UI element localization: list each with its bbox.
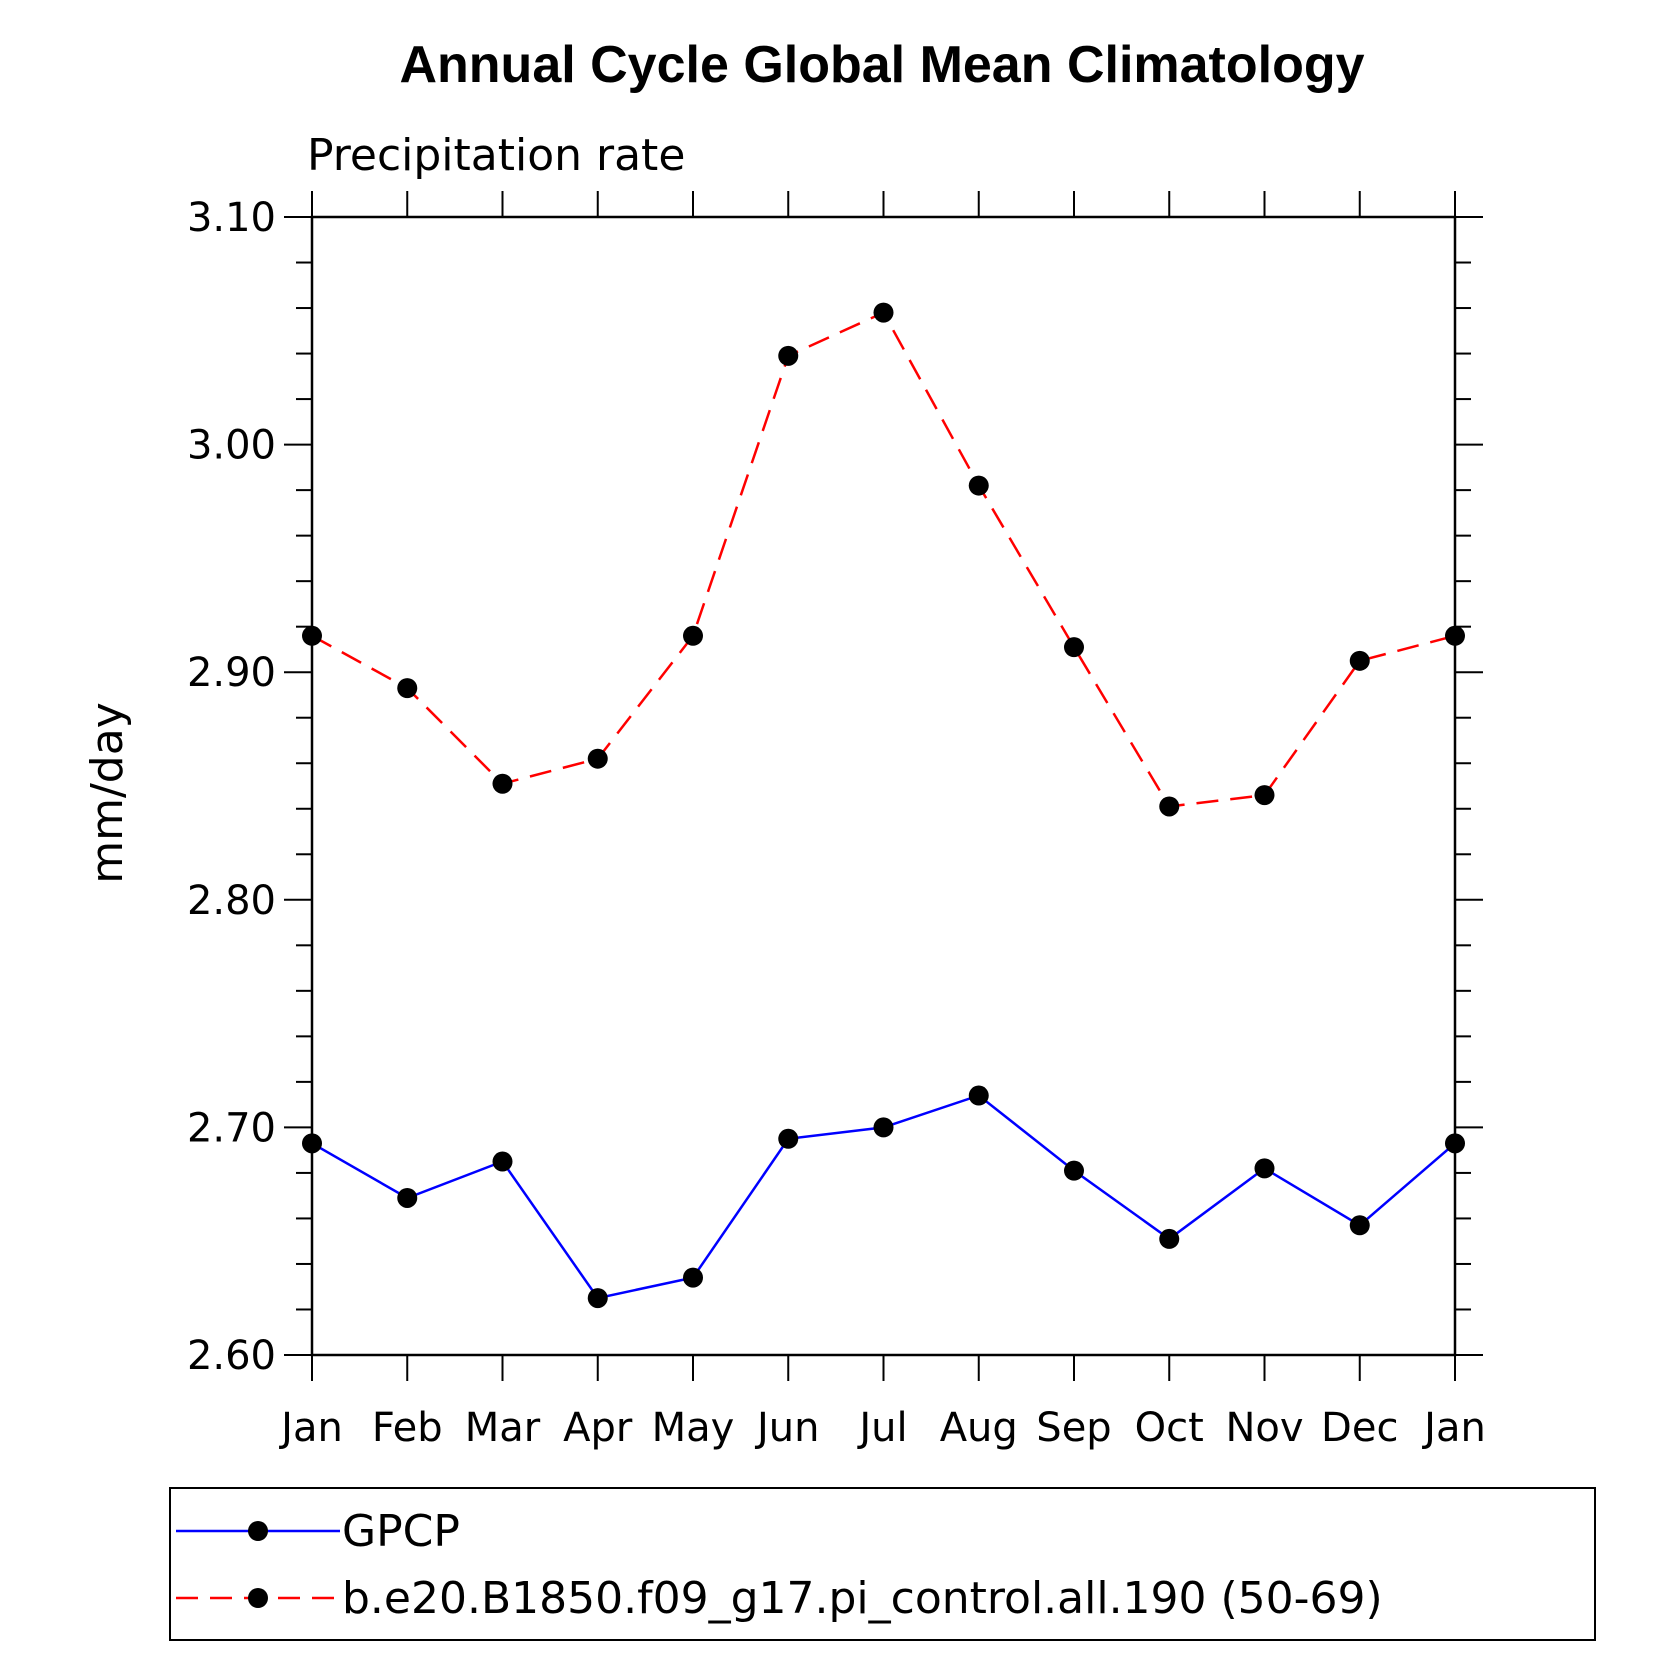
y-tick-label: 2.70 <box>187 1105 276 1151</box>
data-point-series-0 <box>492 1151 513 1172</box>
series-line-1 <box>311 310 1456 808</box>
x-tick-label: Sep <box>1036 1405 1111 1451</box>
data-point-series-0 <box>397 1187 418 1208</box>
legend-label-control: b.e20.B1850.f09_g17.pi_control.all.190 (… <box>342 1573 1383 1624</box>
data-point-series-0 <box>1064 1160 1084 1181</box>
legend-label-gpcp: GPCP <box>342 1506 460 1557</box>
x-tick-label: Jun <box>754 1405 820 1451</box>
y-tick-label: 2.90 <box>187 650 276 696</box>
legend-box <box>169 1487 1596 1641</box>
x-tick-label: Dec <box>1321 1405 1398 1451</box>
data-point-series-0 <box>302 1133 322 1154</box>
y-tick-label: 3.10 <box>187 195 276 241</box>
y-axis-ticks: 3.10 3.00 2.90 2.80 2.70 2.60 <box>187 195 1483 1379</box>
legend-marker-control <box>248 1588 268 1608</box>
data-point-series-0 <box>587 1288 608 1309</box>
x-tick-label: Jul <box>856 1405 907 1451</box>
data-point-series-0 <box>873 1117 894 1138</box>
x-tick-label: May <box>652 1405 735 1451</box>
x-axis-ticks: Jan Feb Mar Apr May Jun Jul Aug Sep Oct Nov Dec Jan <box>278 191 1486 1451</box>
chart-subtitle: Precipitation rate <box>307 130 685 181</box>
x-tick-label: Oct <box>1135 1405 1204 1451</box>
data-point-series-1 <box>1349 650 1370 671</box>
legend-marker-gpcp <box>248 1521 268 1541</box>
data-point-series-1 <box>302 625 322 646</box>
y-tick-label: 3.00 <box>187 423 276 469</box>
y-axis-label: mm/day <box>82 702 133 883</box>
data-point-series-1 <box>873 302 894 323</box>
data-point-series-1 <box>1064 637 1084 658</box>
data-point-series-1 <box>968 475 989 496</box>
data-point-series-1 <box>1445 625 1465 646</box>
x-tick-label: Nov <box>1225 1405 1303 1451</box>
y-tick-label: 2.80 <box>187 878 276 924</box>
series-layer <box>302 302 1465 1309</box>
data-point-series-1 <box>778 345 799 366</box>
x-tick-label: Mar <box>465 1405 541 1451</box>
plot-frame <box>310 215 1457 1357</box>
y-tick-label: 2.60 <box>187 1333 276 1379</box>
data-point-series-0 <box>1254 1158 1275 1179</box>
data-point-series-1 <box>1159 796 1180 817</box>
data-point-series-0 <box>1349 1215 1370 1236</box>
data-point-series-1 <box>492 773 513 794</box>
chart-title: Annual Cycle Global Mean Climatology <box>399 36 1364 94</box>
data-point-series-0 <box>1445 1133 1465 1154</box>
data-point-series-0 <box>683 1267 703 1288</box>
data-point-series-1 <box>683 625 703 646</box>
x-tick-label: Jan <box>1421 1405 1486 1451</box>
x-tick-label: Apr <box>563 1405 633 1451</box>
data-point-series-0 <box>778 1128 799 1149</box>
data-point-series-1 <box>1254 785 1275 806</box>
data-point-series-1 <box>397 678 418 699</box>
x-tick-label: Jan <box>278 1405 343 1451</box>
data-point-series-0 <box>968 1085 989 1106</box>
x-tick-label: Aug <box>940 1405 1018 1451</box>
data-point-series-0 <box>1159 1228 1180 1249</box>
data-point-series-1 <box>587 748 608 769</box>
x-tick-label: Feb <box>372 1405 443 1451</box>
legend: GPCP b.e20.B1850.f09_g17.pi_control.all.… <box>169 1487 1596 1641</box>
